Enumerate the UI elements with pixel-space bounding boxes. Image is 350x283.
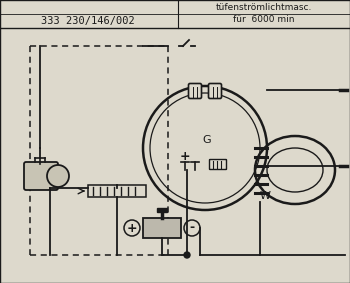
Text: 333 230/146/002: 333 230/146/002 [41, 16, 135, 26]
Text: tüfenströmlichtmasc.: tüfenströmlichtmasc. [216, 3, 312, 12]
FancyBboxPatch shape [24, 162, 58, 190]
Text: G: G [203, 135, 211, 145]
Text: -: - [189, 222, 195, 235]
Text: +: + [127, 222, 137, 235]
Text: W: W [259, 191, 271, 201]
Text: +: + [180, 149, 190, 162]
Bar [157, 208, 167, 212]
FancyBboxPatch shape [210, 160, 226, 170]
FancyBboxPatch shape [189, 83, 202, 98]
FancyBboxPatch shape [209, 83, 222, 98]
Circle shape [47, 165, 69, 187]
Bar [143, 218, 181, 238]
Bar [88, 185, 146, 197]
Circle shape [184, 252, 190, 258]
Text: für  6000 min: für 6000 min [233, 16, 295, 25]
